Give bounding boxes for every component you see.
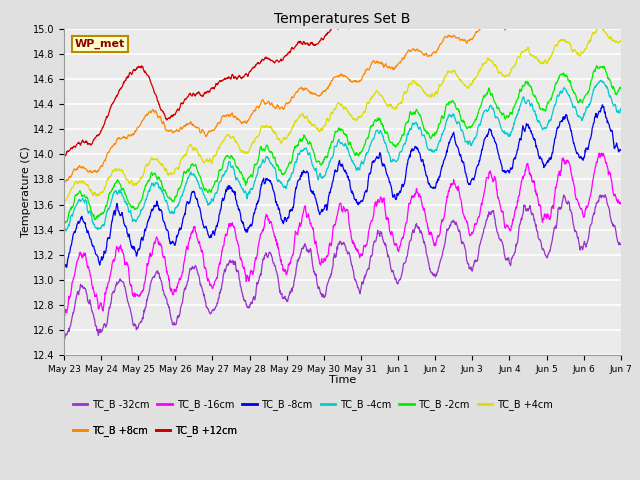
- TC_B +8cm: [184, 121, 192, 127]
- TC_B -4cm: [598, 78, 605, 84]
- Legend: TC_B +8cm, TC_B +12cm: TC_B +8cm, TC_B +12cm: [69, 421, 241, 440]
- Text: WP_met: WP_met: [75, 38, 125, 49]
- TC_B +12cm: [246, 69, 254, 74]
- Title: Temperatures Set B: Temperatures Set B: [274, 12, 411, 26]
- TC_B +4cm: [61, 199, 68, 204]
- TC_B -2cm: [60, 222, 68, 228]
- TC_B -32cm: [602, 192, 609, 198]
- TC_B +4cm: [171, 168, 179, 174]
- TC_B -8cm: [599, 102, 607, 108]
- TC_B -8cm: [551, 135, 559, 141]
- TC_B +12cm: [171, 112, 179, 118]
- TC_B +4cm: [184, 144, 192, 150]
- Line: TC_B -4cm: TC_B -4cm: [64, 81, 621, 232]
- TC_B -4cm: [429, 149, 437, 155]
- TC_B +4cm: [246, 144, 254, 150]
- TC_B -32cm: [170, 320, 178, 325]
- TC_B -32cm: [246, 301, 254, 307]
- TC_B +8cm: [429, 49, 437, 55]
- TC_B -2cm: [184, 168, 191, 174]
- Line: TC_B +4cm: TC_B +4cm: [64, 25, 621, 202]
- TC_B -8cm: [171, 242, 179, 248]
- TC_B -8cm: [246, 223, 254, 228]
- TC_B -16cm: [171, 288, 179, 294]
- Y-axis label: Temperature (C): Temperature (C): [21, 146, 31, 238]
- TC_B -2cm: [170, 197, 178, 203]
- TC_B -32cm: [60, 340, 68, 346]
- TC_B -4cm: [617, 106, 625, 111]
- TC_B -4cm: [61, 229, 68, 235]
- TC_B -16cm: [429, 238, 437, 243]
- TC_B -8cm: [184, 200, 192, 206]
- TC_B +4cm: [60, 199, 68, 204]
- TC_B +4cm: [502, 73, 509, 79]
- TC_B -4cm: [551, 102, 559, 108]
- TC_B -2cm: [593, 63, 601, 69]
- TC_B -16cm: [184, 241, 192, 247]
- TC_B -4cm: [171, 208, 179, 214]
- TC_B -4cm: [246, 187, 254, 192]
- Line: TC_B +12cm: TC_B +12cm: [64, 0, 621, 156]
- TC_B +12cm: [184, 94, 192, 99]
- TC_B -16cm: [551, 190, 559, 195]
- TC_B +4cm: [551, 43, 559, 49]
- TC_B +8cm: [61, 180, 68, 186]
- TC_B +4cm: [429, 93, 437, 98]
- TC_B +4cm: [617, 38, 625, 44]
- TC_B -8cm: [60, 262, 68, 268]
- TC_B -32cm: [502, 256, 509, 262]
- TC_B +8cm: [551, 0, 559, 1]
- TC_B -16cm: [61, 314, 68, 320]
- TC_B -4cm: [184, 175, 192, 181]
- X-axis label: Time: Time: [329, 375, 356, 385]
- TC_B +4cm: [597, 22, 605, 28]
- TC_B +8cm: [246, 113, 254, 119]
- TC_B +8cm: [502, 26, 509, 32]
- Line: TC_B +8cm: TC_B +8cm: [64, 0, 621, 183]
- TC_B -16cm: [502, 224, 509, 230]
- TC_B -2cm: [246, 173, 254, 179]
- TC_B +8cm: [171, 129, 179, 134]
- TC_B -2cm: [429, 131, 436, 137]
- TC_B -8cm: [429, 186, 437, 192]
- TC_B -16cm: [595, 150, 603, 156]
- TC_B +12cm: [61, 154, 68, 159]
- TC_B +12cm: [60, 152, 68, 158]
- TC_B -4cm: [502, 130, 509, 136]
- TC_B -2cm: [551, 85, 559, 91]
- TC_B -32cm: [617, 242, 625, 248]
- TC_B -8cm: [502, 170, 509, 176]
- Line: TC_B -2cm: TC_B -2cm: [64, 66, 621, 225]
- TC_B -16cm: [617, 199, 625, 205]
- TC_B +8cm: [60, 180, 68, 186]
- Line: TC_B -32cm: TC_B -32cm: [64, 195, 621, 343]
- TC_B -2cm: [617, 84, 625, 90]
- TC_B -8cm: [617, 147, 625, 153]
- TC_B -4cm: [60, 228, 68, 234]
- TC_B -2cm: [502, 116, 509, 121]
- TC_B -32cm: [184, 278, 191, 284]
- TC_B -16cm: [246, 268, 254, 274]
- Line: TC_B -16cm: TC_B -16cm: [64, 153, 621, 317]
- Line: TC_B -8cm: TC_B -8cm: [64, 105, 621, 267]
- TC_B -32cm: [551, 226, 559, 231]
- TC_B -16cm: [60, 312, 68, 318]
- TC_B -32cm: [429, 272, 436, 278]
- TC_B -8cm: [63, 264, 70, 270]
